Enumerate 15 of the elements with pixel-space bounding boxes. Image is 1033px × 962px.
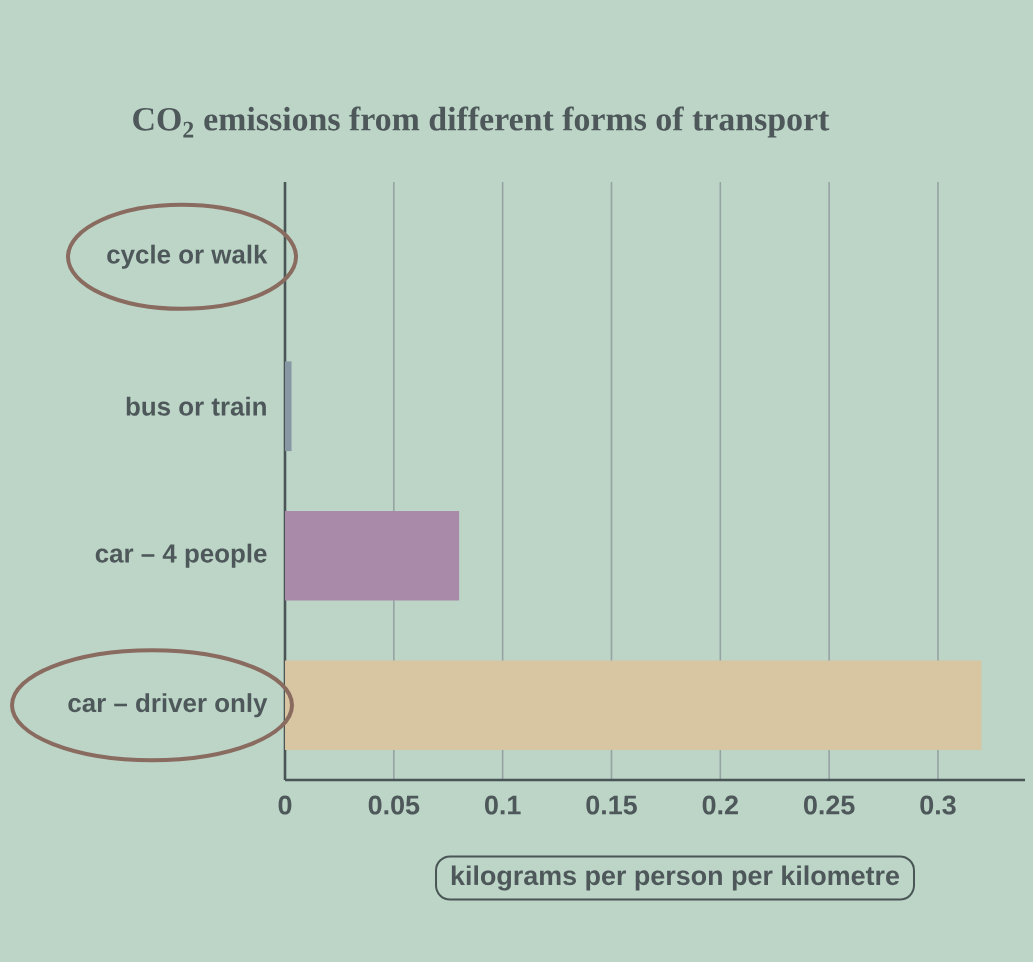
x-tick-label: 0 <box>278 795 292 815</box>
y-tick-label: car – 4 people <box>95 543 267 568</box>
y-tick-label: car – driver only <box>68 693 268 718</box>
x-tick-label: 0.15 <box>586 795 637 815</box>
bar <box>285 510 460 601</box>
x-tick-label: 0.05 <box>368 795 420 815</box>
x-tick-label: 0.1 <box>485 795 521 815</box>
chart-title: CO$_{2}$ emissions from different forms of transport <box>133 106 830 138</box>
y-tick-label: cycle or walk <box>107 244 268 269</box>
x-axis-title: kilograms per person per kilometre <box>451 865 900 891</box>
x-tick-label: 0.2 <box>702 795 738 815</box>
y-tick-label: bus or train <box>126 396 266 416</box>
x-tick-label: 0.25 <box>804 795 855 815</box>
bar <box>285 361 292 452</box>
x-tick-label: 0.3 <box>920 795 956 815</box>
